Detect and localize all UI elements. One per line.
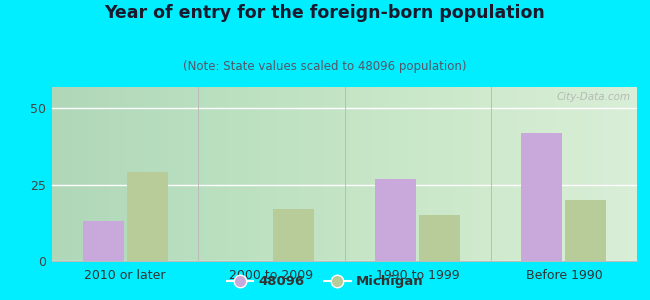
Bar	[419, 215, 460, 261]
Bar	[521, 133, 562, 261]
Bar	[375, 178, 416, 261]
Bar	[127, 172, 168, 261]
Bar	[273, 209, 314, 261]
Text: Year of entry for the foreign-born population: Year of entry for the foreign-born popul…	[105, 4, 545, 22]
Bar	[566, 200, 606, 261]
Text: (Note: State values scaled to 48096 population): (Note: State values scaled to 48096 popu…	[183, 60, 467, 73]
Legend: 48096, Michigan: 48096, Michigan	[221, 270, 429, 293]
Text: City-Data.com: City-Data.com	[557, 92, 631, 102]
Bar	[83, 221, 124, 261]
